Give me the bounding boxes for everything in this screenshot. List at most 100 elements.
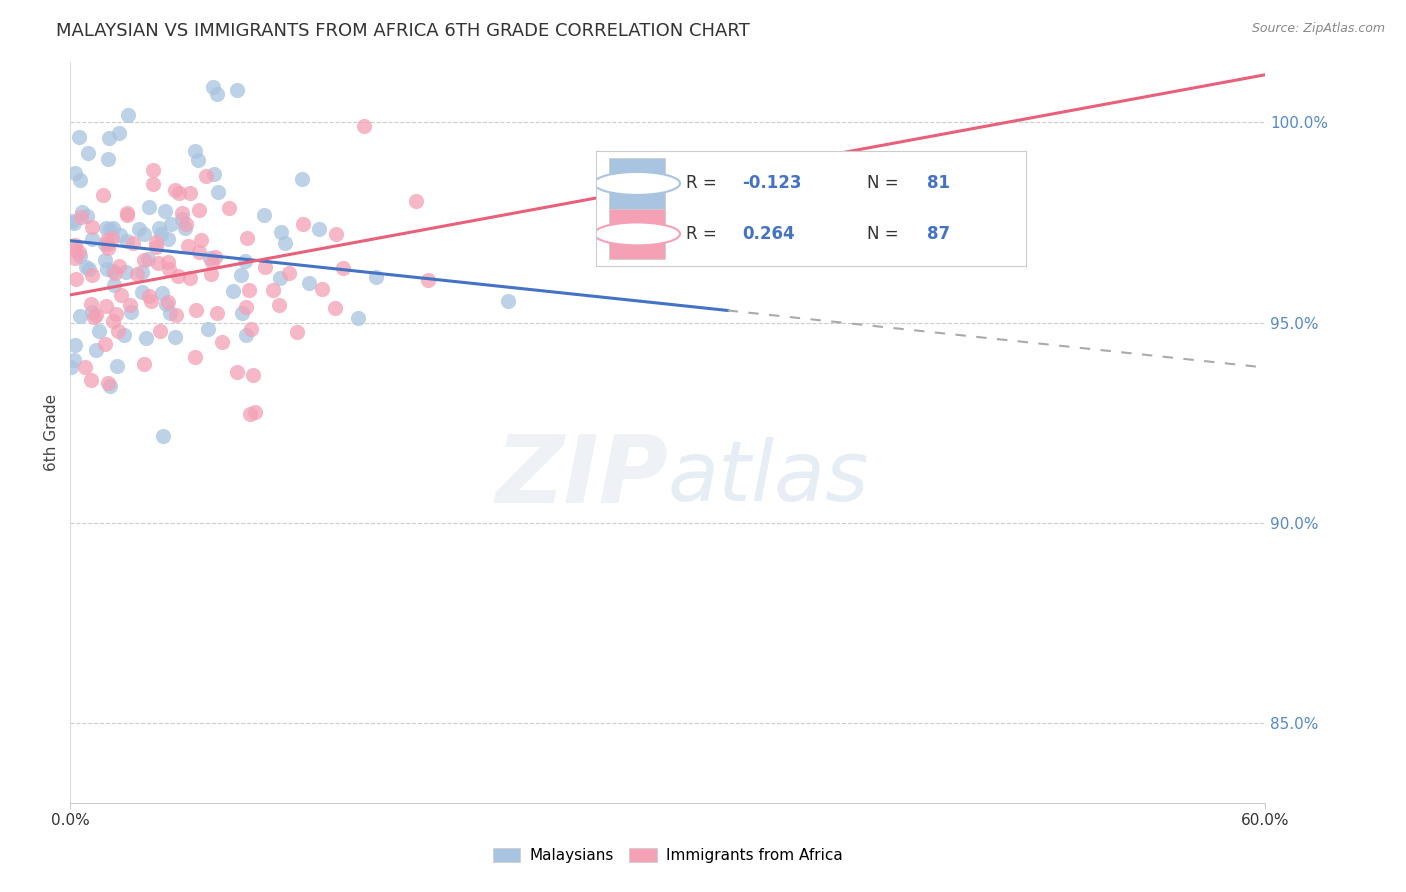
Point xyxy=(325,301,347,315)
Point xyxy=(156,255,179,269)
Point xyxy=(69,249,91,263)
Point xyxy=(254,260,277,274)
Point xyxy=(141,293,163,308)
Point xyxy=(115,234,138,248)
Point xyxy=(201,255,224,269)
Point xyxy=(97,241,120,255)
Point xyxy=(83,310,105,324)
Point xyxy=(353,119,375,133)
Point xyxy=(231,306,253,320)
Point xyxy=(138,289,160,303)
Point xyxy=(103,263,125,277)
Point xyxy=(211,335,233,350)
Point xyxy=(105,359,128,373)
Point xyxy=(149,324,172,338)
Point xyxy=(84,343,107,357)
Point xyxy=(107,260,129,274)
Point xyxy=(108,227,131,242)
Legend: Malaysians, Immigrants from Africa: Malaysians, Immigrants from Africa xyxy=(486,842,849,869)
Point xyxy=(496,293,519,308)
Point xyxy=(278,266,301,280)
Point xyxy=(145,235,167,249)
Point xyxy=(166,269,188,284)
Point xyxy=(197,322,219,336)
Point xyxy=(63,237,86,252)
Point xyxy=(174,221,197,235)
Y-axis label: 6th Grade: 6th Grade xyxy=(44,394,59,471)
Point xyxy=(80,220,103,235)
Point xyxy=(157,232,180,246)
Point xyxy=(145,240,167,254)
Point xyxy=(77,146,100,161)
Point xyxy=(270,225,292,239)
Point xyxy=(84,308,107,322)
Point xyxy=(183,351,205,365)
Point xyxy=(101,314,124,328)
Point xyxy=(149,227,172,242)
Point xyxy=(253,208,276,222)
Point xyxy=(98,379,121,393)
Point xyxy=(136,252,159,267)
Point xyxy=(63,251,86,265)
Point xyxy=(204,250,226,264)
Point xyxy=(75,260,97,274)
Point xyxy=(96,233,118,247)
Point xyxy=(269,270,291,285)
Point xyxy=(125,267,148,281)
Point xyxy=(97,376,120,390)
Point xyxy=(238,283,260,297)
Point xyxy=(239,321,262,335)
Point xyxy=(97,237,120,252)
Point xyxy=(120,298,142,312)
Point xyxy=(131,265,153,279)
Point xyxy=(155,297,177,311)
Point xyxy=(117,108,139,122)
Point xyxy=(179,270,201,285)
Point xyxy=(98,222,121,236)
Point xyxy=(207,306,229,320)
Point xyxy=(105,307,128,321)
Point xyxy=(94,337,117,351)
Text: atlas: atlas xyxy=(668,436,869,517)
Point xyxy=(229,268,252,283)
Point xyxy=(63,353,86,368)
Point xyxy=(163,183,186,197)
Point xyxy=(202,167,225,181)
Point xyxy=(80,268,103,283)
Point xyxy=(200,251,222,265)
Point xyxy=(63,338,86,352)
Point xyxy=(262,284,284,298)
Point xyxy=(222,284,245,298)
Text: MALAYSIAN VS IMMIGRANTS FROM AFRICA 6TH GRADE CORRELATION CHART: MALAYSIAN VS IMMIGRANTS FROM AFRICA 6TH … xyxy=(56,22,749,40)
Point xyxy=(69,309,91,323)
Point xyxy=(274,236,297,251)
Point xyxy=(89,324,111,338)
Point xyxy=(82,231,104,245)
Point xyxy=(79,374,101,388)
Text: Source: ZipAtlas.com: Source: ZipAtlas.com xyxy=(1251,22,1385,36)
Point xyxy=(103,278,125,293)
Point xyxy=(63,216,86,230)
Point xyxy=(174,217,197,231)
Point xyxy=(82,305,104,319)
Point xyxy=(112,328,135,343)
Point xyxy=(292,217,315,231)
Point xyxy=(332,260,354,275)
Point xyxy=(170,212,193,227)
Point xyxy=(187,202,209,217)
Point xyxy=(100,231,122,245)
Point xyxy=(94,237,117,252)
Point xyxy=(156,295,179,310)
Point xyxy=(67,244,90,259)
Point xyxy=(291,172,314,186)
Point xyxy=(235,300,257,314)
Point xyxy=(195,169,218,183)
Point xyxy=(188,244,211,259)
Point xyxy=(239,407,262,421)
Point xyxy=(364,270,387,285)
Point xyxy=(142,163,165,178)
Point xyxy=(150,286,173,301)
Point xyxy=(65,271,87,285)
Point xyxy=(153,203,176,218)
Point xyxy=(226,82,249,96)
